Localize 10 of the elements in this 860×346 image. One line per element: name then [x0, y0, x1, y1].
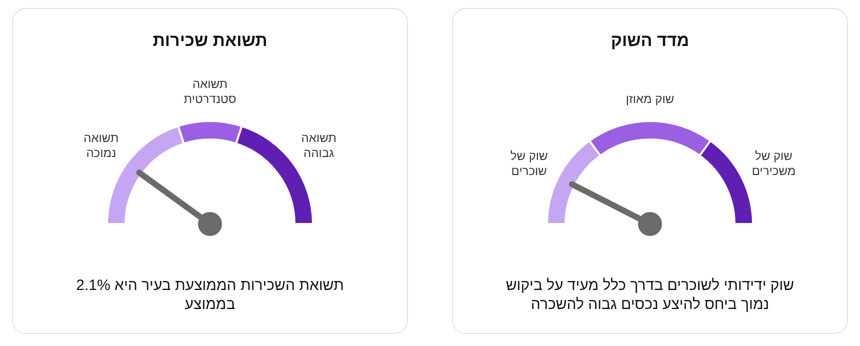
text: תשואת השכירות הממוצעת בעיר היא 2.1% בממוצע [75, 276, 345, 314]
slice-label: שוק מאוזן [626, 92, 674, 106]
chart-title: מדד השוק [610, 31, 690, 51]
slice-label: שוק של שוכרים [510, 148, 548, 178]
slice-label: שוק של משכירים [752, 148, 796, 178]
slice-label: תשואה נמוכה [84, 131, 119, 160]
chart-title: תשואת שכירות [152, 31, 268, 51]
slice-label: תשואה גבוהה [301, 131, 336, 160]
text: שוק ידידותי לשוכרים בדרך כלל מעיד על ביקוש נמוך ביחס להיצע נכסים גבוה להשכרה [504, 276, 796, 314]
slice-label: תשואה סטנדרטית [184, 76, 236, 106]
